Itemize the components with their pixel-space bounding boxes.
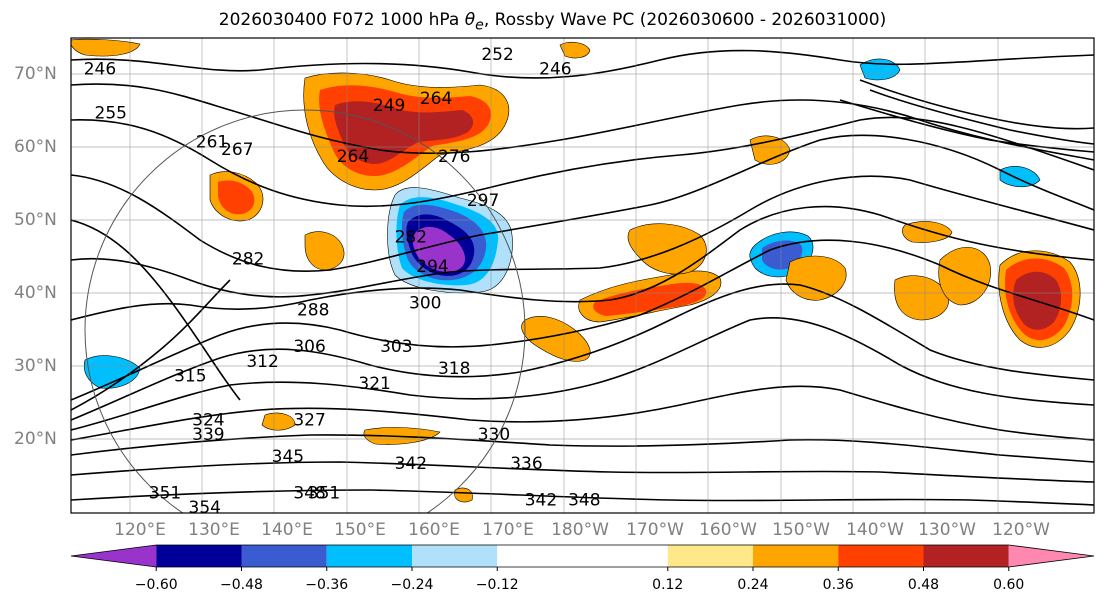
contour-label: 339 xyxy=(192,425,224,445)
contour-label: 342 xyxy=(395,454,427,474)
plot-frame xyxy=(70,37,1095,514)
lat-label-70: 70°N xyxy=(14,64,57,84)
colorbar-tick-label: −0.12 xyxy=(475,577,519,593)
lon-label-120w: 120°W xyxy=(992,520,1050,540)
lat-label-60: 60°N xyxy=(14,137,57,157)
contour-label: 321 xyxy=(358,374,390,394)
lon-label-160e: 160°E xyxy=(408,520,460,540)
contour-label: 249 xyxy=(373,96,405,116)
contour-label: 246 xyxy=(84,60,116,80)
contour-label: 327 xyxy=(293,410,325,430)
map-title: 2026030400 F072 1000 hPa θe, Rossby Wave… xyxy=(218,10,887,34)
colorbar-tick-label: 0.48 xyxy=(907,577,940,593)
anomaly-shading xyxy=(71,38,1081,503)
lon-label-130w: 130°W xyxy=(918,520,976,540)
colorbar-segment xyxy=(241,545,327,567)
contour-label: 267 xyxy=(221,140,253,160)
colorbar-segment xyxy=(326,545,412,567)
contour-label: 342 xyxy=(525,491,557,511)
colorbar-segment xyxy=(753,545,839,567)
contour-label: 351 xyxy=(308,483,340,503)
contour-label: 264 xyxy=(420,89,452,109)
theta-e-contours xyxy=(71,49,1094,506)
contour-label: 300 xyxy=(409,293,441,313)
colorbar-tick-label: 0.36 xyxy=(822,577,854,593)
lat-label-50: 50°N xyxy=(14,210,57,230)
colorbar-segment xyxy=(838,545,924,567)
colorbar-segment xyxy=(156,545,242,567)
colorbar-tick-label: −0.36 xyxy=(305,577,349,593)
contour-label: 336 xyxy=(510,454,542,474)
contour-label: 315 xyxy=(174,366,206,386)
contour-label: 252 xyxy=(481,45,513,65)
contour-label: 354 xyxy=(189,498,221,518)
colorbar-tick-label: −0.48 xyxy=(220,577,263,593)
contour-label: 306 xyxy=(293,337,325,357)
lon-label-170w: 170°W xyxy=(626,520,684,540)
colorbar-segment xyxy=(1008,545,1094,567)
contour-label: 324 xyxy=(192,410,224,430)
lon-label-120e: 120°E xyxy=(114,520,166,540)
contour-label: 294 xyxy=(416,257,448,277)
contour-label: 282 xyxy=(232,250,264,270)
colorbar-segment xyxy=(667,545,753,567)
contour-label: 345 xyxy=(272,447,304,467)
lon-label-180w: 180°W xyxy=(551,520,609,540)
colorbar-tick-label: 0.12 xyxy=(652,577,684,593)
lat-label-40: 40°N xyxy=(14,283,57,303)
contour-label: 264 xyxy=(337,147,369,167)
contour-label: 330 xyxy=(478,425,510,445)
contour-label: 348 xyxy=(293,483,325,503)
lat-label-20: 20°N xyxy=(14,429,57,449)
contour-label: 276 xyxy=(438,147,470,167)
lon-label-170e: 170°E xyxy=(482,520,534,540)
lon-label-140w: 140°W xyxy=(846,520,904,540)
colorbar-segment xyxy=(71,545,157,567)
colorbar-tick-label: 0.60 xyxy=(993,577,1025,593)
contour-label: 348 xyxy=(568,491,600,511)
contour-label: 303 xyxy=(380,337,412,357)
contour-label: 351 xyxy=(149,483,181,503)
lon-label-160w: 160°W xyxy=(699,520,757,540)
lon-label-140e: 140°E xyxy=(261,520,313,540)
lon-label-150e: 150°E xyxy=(334,520,386,540)
colorbar-segment xyxy=(412,545,498,567)
contour-label: 246 xyxy=(539,60,571,80)
contour-label: 282 xyxy=(395,228,427,248)
colorbar-tick-label: −0.60 xyxy=(134,577,178,593)
reference-circle xyxy=(84,109,526,513)
graticule xyxy=(71,38,1094,513)
contour-label: 297 xyxy=(467,191,499,211)
colorbar-segment xyxy=(497,545,668,567)
contour-label: 288 xyxy=(297,301,329,321)
lon-label-150w: 150°W xyxy=(772,520,830,540)
contour-label: 261 xyxy=(196,133,228,153)
contour-label: 312 xyxy=(246,352,278,372)
contour-label: 255 xyxy=(95,103,127,123)
lat-label-30: 30°N xyxy=(14,356,57,376)
colorbar xyxy=(70,544,1095,571)
colorbar-tick-label: −0.24 xyxy=(390,577,434,593)
colorbar-tick-label: 0.24 xyxy=(737,577,769,593)
lon-label-130e: 130°E xyxy=(188,520,240,540)
contour-label: 318 xyxy=(438,359,470,379)
colorbar-segment xyxy=(923,545,1009,567)
